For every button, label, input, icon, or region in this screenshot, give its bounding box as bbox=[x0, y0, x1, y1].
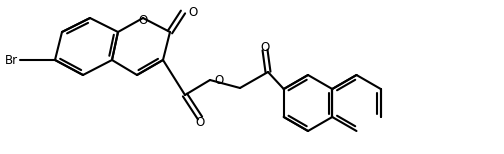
Text: O: O bbox=[261, 41, 270, 53]
Text: O: O bbox=[139, 14, 148, 26]
Text: O: O bbox=[214, 73, 223, 87]
Text: O: O bbox=[196, 116, 205, 128]
Text: Br: Br bbox=[5, 53, 18, 67]
Text: O: O bbox=[188, 6, 197, 18]
